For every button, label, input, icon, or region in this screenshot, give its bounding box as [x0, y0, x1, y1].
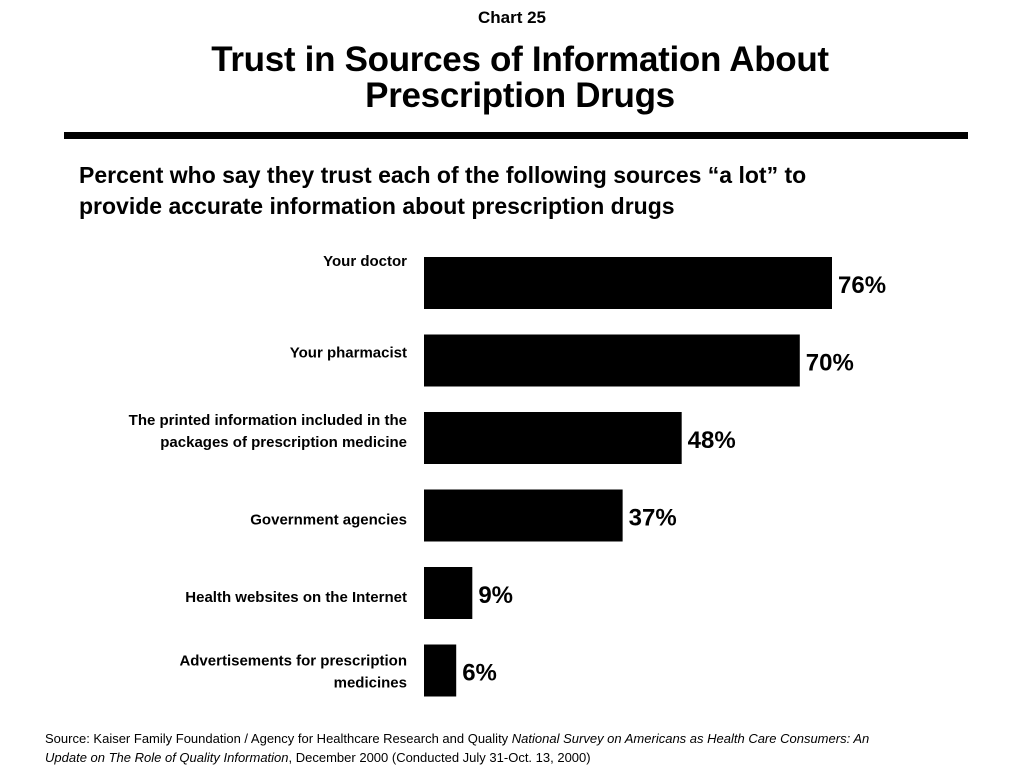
chart-title-line-1: Trust in Sources of Information About [211, 40, 829, 79]
chart-subtitle-line-2: provide accurate information about presc… [79, 193, 675, 219]
category-label-1-line-0: Your pharmacist [290, 345, 407, 362]
value-label-3: 37% [629, 505, 677, 532]
category-label-4-line-0: Health websites on the Internet [185, 589, 407, 606]
bar-0 [424, 257, 832, 309]
bar-5 [424, 644, 457, 697]
value-label-4: 9% [478, 582, 513, 609]
chart-title-line-2: Prescription Drugs [365, 76, 675, 115]
source-survey-title-2: Update on The Role of Quality Informatio… [45, 750, 289, 765]
bar-1 [424, 334, 800, 387]
bar-chart: 76% Your doctor 70% Your pharmacist 48% The p… [129, 253, 886, 697]
source-plain: Source: Kaiser Family Foundation / Agenc… [45, 731, 512, 746]
source-dates: , December 2000 (Conducted July 31-Oct. … [288, 750, 591, 765]
value-label-5: 6% [462, 660, 497, 687]
category-label-5-line-0: Advertisements for prescription [179, 653, 407, 670]
chart-subtitle-line-1: Percent who say they trust each of the f… [79, 162, 807, 188]
chart-subtitle: Percent who say they trust each of the f… [79, 160, 959, 222]
value-label-2: 48% [688, 427, 736, 454]
category-label-3-line-0: Government agencies [250, 512, 407, 529]
chart-number: Chart 25 [477, 8, 547, 27]
value-label-1: 70% [806, 350, 854, 377]
value-label-0: 76% [838, 272, 886, 299]
bar-2 [424, 412, 682, 464]
category-label-2-line-1: packages of prescription medicine [160, 434, 407, 451]
bar-4 [424, 567, 473, 619]
title-divider [64, 132, 968, 139]
source-note: Source: Kaiser Family Foundation / Agenc… [45, 729, 1005, 767]
source-survey-title-1: National Survey on Americans as Health C… [511, 731, 870, 746]
category-label-5-line-1: medicines [334, 675, 407, 692]
chart-title: Trust in Sources of Information About Pr… [0, 42, 1024, 114]
category-label-2-line-0: The printed information included in the [129, 412, 407, 429]
category-label-0-line-0: Your doctor [323, 253, 407, 270]
bar-3 [424, 489, 623, 542]
